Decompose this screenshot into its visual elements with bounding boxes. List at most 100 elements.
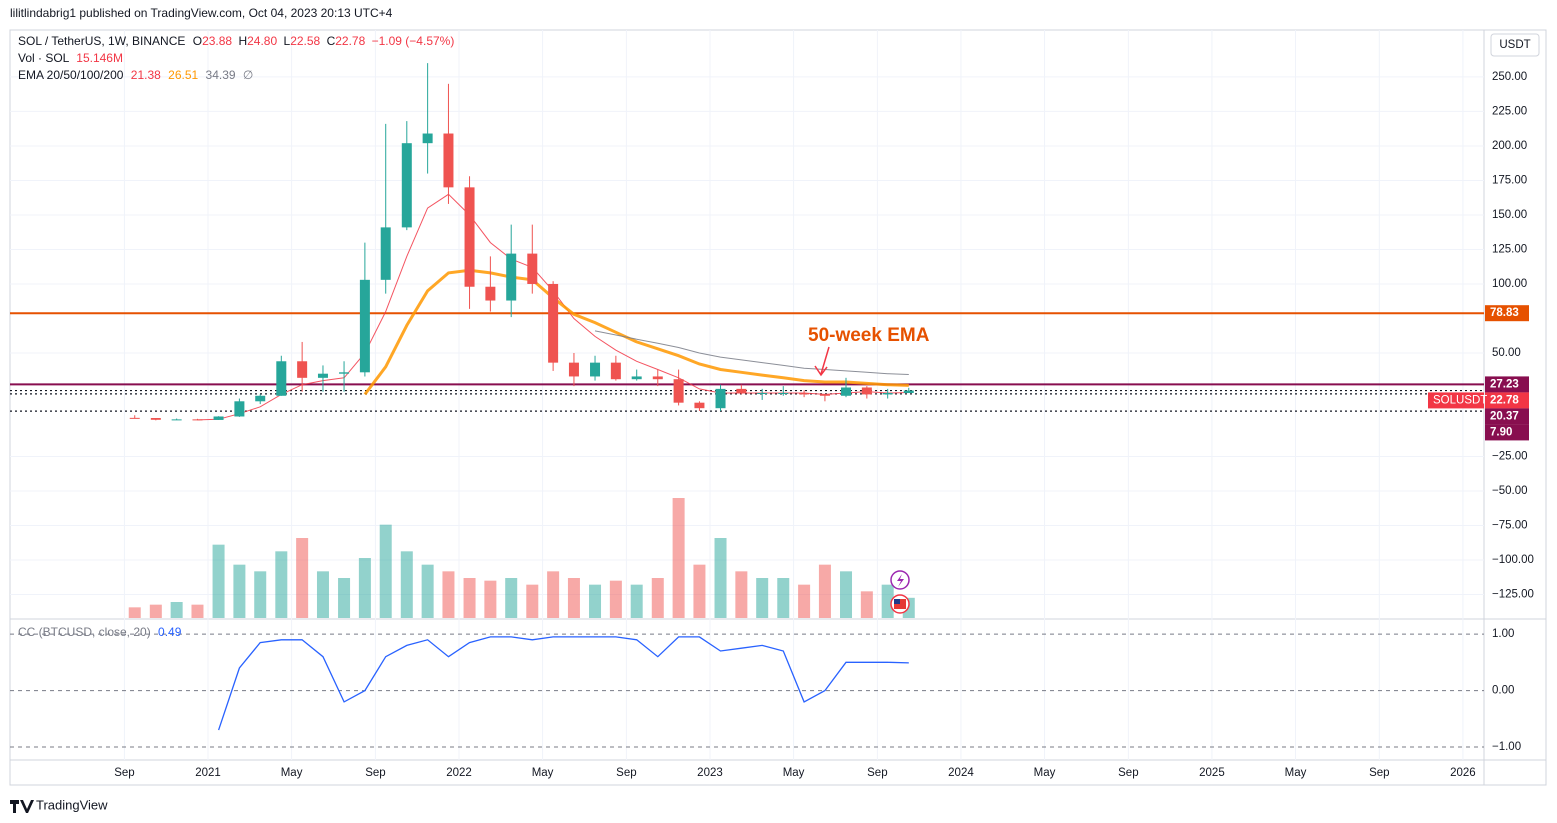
plot-layer — [10, 30, 1484, 760]
annotation-arrow — [814, 346, 830, 377]
level-label-box — [1485, 305, 1529, 322]
candle-body — [464, 187, 475, 287]
y-tick-label: 175.00 — [1492, 174, 1527, 186]
lightning-icon — [897, 574, 904, 587]
volume-bar — [505, 578, 518, 618]
candle-body — [841, 387, 852, 396]
currency-label[interactable]: USDT — [1499, 39, 1530, 51]
o-label: O — [193, 34, 202, 48]
candle-body — [339, 372, 350, 374]
volume-bar — [212, 544, 225, 618]
candle-body — [506, 253, 517, 301]
candle-body — [548, 283, 559, 363]
currency-button[interactable] — [1490, 33, 1540, 57]
change-value: −1.09 (−4.57%) — [372, 34, 455, 48]
x-tick-label: May — [783, 767, 805, 779]
x-tick-label: Sep — [365, 767, 385, 779]
candle-body — [652, 376, 663, 380]
candle-body — [192, 419, 203, 421]
symbol: SOL / TetherUS, 1W, BINANCE — [18, 34, 185, 48]
x-tick-label: May — [1285, 767, 1307, 779]
cc-tick-label: 1.00 — [1492, 628, 1514, 640]
volume-bar — [316, 571, 329, 618]
candle-body — [903, 390, 914, 394]
x-tick-label: May — [281, 767, 303, 779]
candle-body — [527, 253, 538, 284]
y-tick-label: −50.00 — [1492, 485, 1528, 497]
x-tick-label: 2025 — [1199, 767, 1225, 779]
x-tick-label: 2026 — [1450, 767, 1476, 779]
candle-body — [422, 133, 433, 144]
candle-body — [150, 417, 161, 420]
y-tick-label: 125.00 — [1492, 243, 1527, 255]
flag-canton — [894, 599, 900, 604]
level-label: 78.83 — [1490, 307, 1519, 319]
candle-body — [485, 286, 496, 301]
ema50-value: 26.51 — [168, 68, 198, 82]
volume-bar — [379, 524, 392, 618]
open-value: 23.88 — [202, 34, 232, 48]
candle-body — [401, 143, 412, 228]
legend-ema-line: EMA 20/50/100/200 21.38 26.51 34.39 ∅ — [18, 68, 253, 82]
x-tick-label: 2024 — [948, 767, 974, 779]
candle-body — [380, 227, 391, 280]
y-tick-label: −25.00 — [1492, 451, 1528, 463]
volume-bar — [609, 580, 622, 618]
close-value: 22.78 — [335, 34, 365, 48]
ema-line — [363, 268, 909, 396]
candle-body — [631, 376, 642, 380]
y-tick-label: 150.00 — [1492, 209, 1527, 221]
candle-body — [171, 419, 182, 421]
ema-line — [594, 330, 909, 375]
volume-bar — [777, 578, 790, 618]
volume-bar — [840, 571, 853, 618]
cc-tick-label: 0.00 — [1492, 685, 1514, 697]
cc-tick-label: −1.00 — [1492, 741, 1521, 753]
volume-bar — [651, 578, 664, 618]
volume-bar — [693, 564, 706, 618]
x-tick-label: 2023 — [697, 767, 723, 779]
candle-body — [443, 133, 454, 188]
legend-volume-line: Vol · SOL 15.146M — [18, 51, 123, 65]
volume-name: Vol · SOL — [18, 51, 70, 65]
volume-bar — [526, 584, 539, 618]
volume-bar — [484, 580, 497, 618]
candle-body — [819, 394, 830, 396]
candle-body — [297, 361, 308, 378]
level-name: SOLUSDT — [1433, 394, 1487, 406]
candle-body — [129, 417, 140, 419]
volume-bar — [421, 564, 434, 618]
x-tick-label: Sep — [114, 767, 134, 779]
volume-bar — [358, 558, 371, 618]
ema-name: EMA 20/50/100/200 — [18, 68, 124, 82]
x-tick-label: Sep — [616, 767, 636, 779]
candle-body — [694, 402, 705, 409]
level-label: 27.23 — [1490, 378, 1519, 390]
volume-bar — [798, 584, 811, 618]
candle-body — [882, 393, 893, 395]
candle-body — [715, 388, 726, 409]
cc-name: CC (BTCUSD, close, 20) — [18, 625, 151, 639]
legend-symbol-line: SOL / TetherUS, 1W, BINANCE O23.88 H24.8… — [18, 34, 454, 48]
high-value: 24.80 — [247, 34, 277, 48]
x-tick-label: 2022 — [446, 767, 472, 779]
level-label-box — [1485, 376, 1529, 393]
volume-bar — [338, 578, 351, 618]
candle-body — [213, 416, 224, 420]
candle-body — [590, 362, 601, 377]
x-tick-label: Sep — [1118, 767, 1138, 779]
candle-body — [757, 393, 768, 395]
volume-bar — [149, 604, 162, 618]
y-tick-label: 225.00 — [1492, 105, 1527, 117]
volume-bar — [296, 538, 309, 618]
candle-body — [255, 395, 266, 402]
l-label: L — [284, 34, 291, 48]
candle-body — [276, 361, 287, 396]
volume-bar — [881, 584, 894, 618]
volume-bar — [191, 604, 204, 618]
ema200-value: ∅ — [243, 68, 253, 82]
volume-bar — [756, 578, 769, 618]
volume-bar — [463, 578, 476, 618]
y-tick-label: 200.00 — [1492, 140, 1527, 152]
